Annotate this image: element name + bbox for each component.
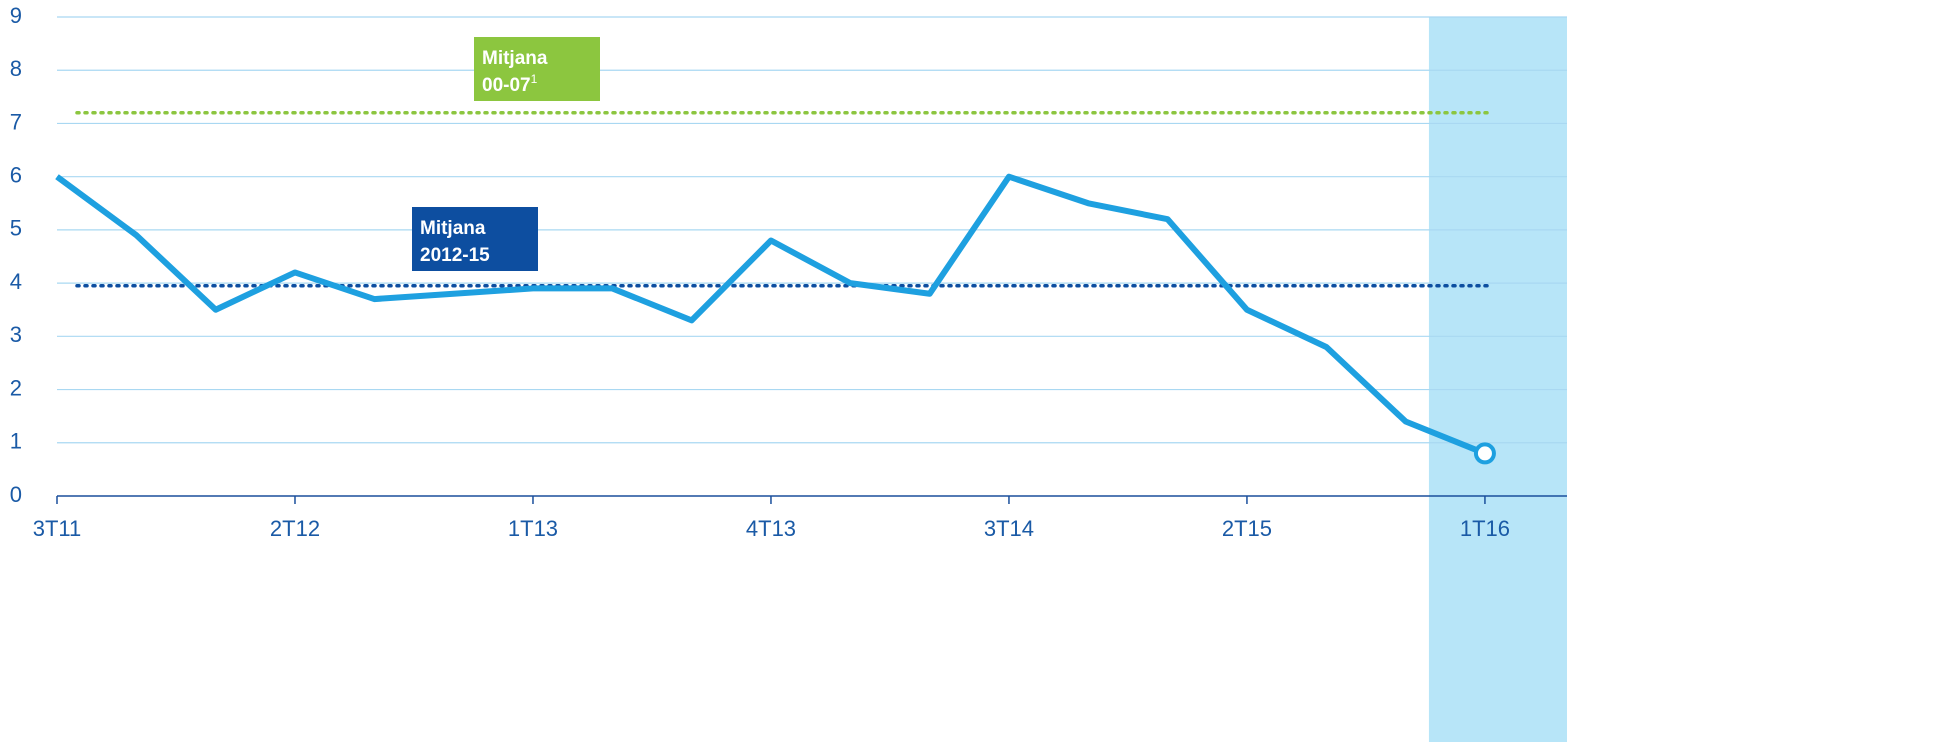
highlight-band <box>1428 17 1567 742</box>
reference-label: 00-071 <box>482 72 538 96</box>
x-tick-label: 1T13 <box>508 516 558 541</box>
y-tick-label: 8 <box>10 56 22 81</box>
x-tick-label: 3T14 <box>984 516 1034 541</box>
reference-label-line: 00-07 <box>482 75 531 96</box>
reference-label: Mitjana <box>420 218 486 239</box>
y-tick-label: 9 <box>10 3 22 28</box>
y-tick-label: 1 <box>10 429 22 454</box>
reference-label-box <box>412 207 538 271</box>
y-tick-label: 2 <box>10 375 22 400</box>
x-tick-label: 3T11 <box>33 516 82 541</box>
y-tick-label: 7 <box>10 109 22 134</box>
reference-label-line: 2012-15 <box>420 245 490 266</box>
x-tick-label: 1T16 <box>1460 516 1510 541</box>
reference-label-superscript: 1 <box>531 72 538 86</box>
y-tick-label: 6 <box>10 162 22 187</box>
y-tick-label: 4 <box>10 269 22 294</box>
x-tick-label: 4T13 <box>746 516 796 541</box>
x-tick-label: 2T12 <box>270 516 320 541</box>
reference-label-box <box>474 37 600 101</box>
reference-label: Mitjana <box>482 48 548 69</box>
end-marker <box>1473 442 1496 465</box>
y-tick-label: 3 <box>10 322 22 347</box>
y-tick-label: 0 <box>10 482 22 507</box>
y-tick-label: 5 <box>10 216 22 241</box>
reference-label: 2012-15 <box>420 245 490 266</box>
data-line <box>55 173 1487 457</box>
x-tick-label: 2T15 <box>1222 516 1272 541</box>
